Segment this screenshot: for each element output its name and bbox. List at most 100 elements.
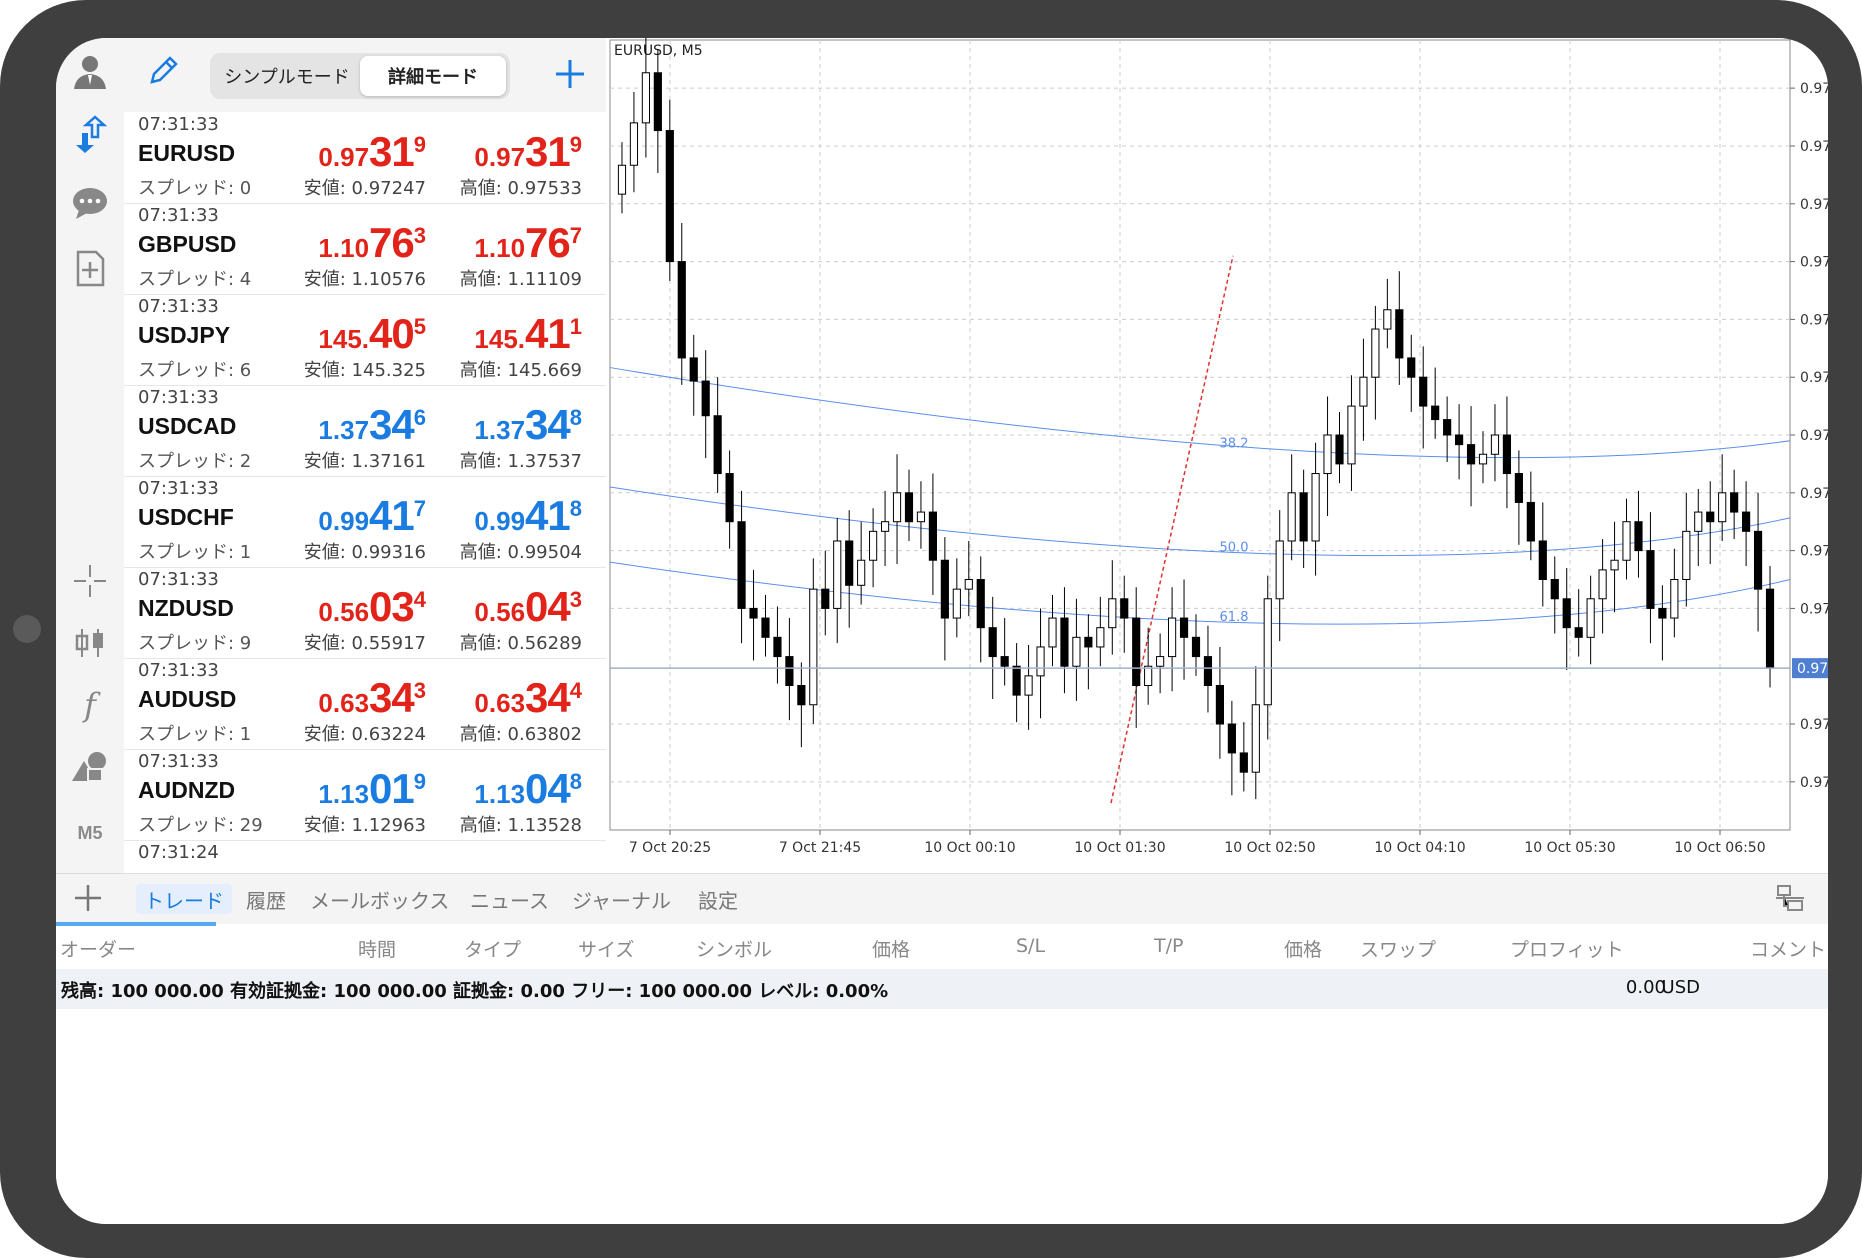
tab-journal[interactable]: ジャーナル [572, 888, 671, 913]
quote-symbol: GBPUSD [138, 231, 237, 257]
bid-price[interactable]: 145.405 [286, 310, 426, 358]
chat-icon[interactable] [65, 178, 115, 228]
ask-price[interactable]: 1.13048 [442, 765, 582, 813]
candlestick-chart[interactable]: 0.97620 0.97590 0.97560 0.97530 0.97500 0.974… [606, 38, 1828, 873]
chart-plot-area [609, 39, 1791, 831]
ask-price[interactable]: 1.37348 [442, 401, 582, 449]
bid-price[interactable]: 0.63343 [286, 674, 426, 722]
col-tp[interactable]: T/P [1154, 935, 1184, 957]
col-price-current[interactable]: 価格 [1284, 939, 1323, 961]
detailed-mode-button[interactable]: 詳細モード [360, 56, 506, 96]
add-order-icon[interactable] [72, 882, 104, 918]
candle-body [1179, 617, 1189, 638]
add-symbol-icon[interactable] [552, 56, 588, 96]
bid-price[interactable]: 1.13019 [286, 765, 426, 813]
quote-low: 安値: 1.12963 [303, 815, 426, 836]
col-sl[interactable]: S/L [1016, 935, 1046, 957]
bid-big: 03 [369, 583, 415, 630]
candle-body [1323, 434, 1332, 475]
candle-body [1622, 521, 1631, 561]
candle-body [1215, 684, 1225, 725]
new-document-icon[interactable] [65, 243, 115, 293]
col-symbol[interactable]: シンボル [696, 939, 773, 961]
ask-price[interactable]: 0.63344 [442, 674, 582, 722]
quote-row[interactable]: 07:31:33 AUDUSD スプレッド: 1 0.63343 0.63344 安値: … [124, 658, 606, 750]
quote-spread: スプレッド: 2 [138, 451, 252, 472]
bid-price[interactable]: 1.37346 [286, 401, 426, 449]
ask-big: 41 [525, 310, 571, 357]
quote-row[interactable]: 07:31:33 NZDUSD スプレッド: 9 0.56034 0.56043 安値: … [124, 567, 606, 659]
bid-price[interactable]: 1.10763 [286, 219, 426, 267]
bid-big: 76 [369, 219, 415, 266]
trade-arrows-icon[interactable] [65, 110, 115, 160]
trend-line [1110, 255, 1234, 804]
col-price[interactable]: 価格 [872, 939, 911, 961]
quote-symbol: USDCAD [138, 413, 237, 439]
tab-news[interactable]: ニュース [470, 888, 549, 913]
ask-price[interactable]: 0.99418 [442, 492, 582, 540]
quotes-panel: シンプルモード 詳細モード 07:31:33 EURUSD スプレッド: 0 0.97… [124, 38, 607, 873]
candle-body [749, 607, 758, 619]
y-tick-label: 0.97380 [1800, 544, 1828, 560]
candle-body [833, 540, 842, 609]
candle-body [1526, 501, 1535, 542]
chart-area[interactable]: 0.97620 0.97590 0.97560 0.97530 0.97500 0.974… [606, 38, 1828, 873]
candle-body [1251, 704, 1260, 773]
col-size[interactable]: サイズ [578, 939, 635, 961]
account-icon[interactable] [65, 46, 115, 96]
quote-row[interactable]: 07:31:33 USDJPY スプレッド: 6 145.405 145.411 安値: … [124, 294, 606, 386]
quote-row[interactable]: 07:31:33 EURUSD スプレッド: 0 0.97319 0.97319 安値: … [124, 112, 606, 204]
candle-body [1502, 434, 1512, 475]
tab-settings[interactable]: 設定 [698, 888, 738, 913]
bid-price[interactable]: 0.56034 [286, 583, 426, 631]
tab-history[interactable]: 履歴 [246, 888, 286, 913]
candle-body [1060, 617, 1069, 667]
candle-body [725, 473, 734, 523]
candle-body [1466, 444, 1476, 465]
ask-price[interactable]: 0.56043 [442, 583, 582, 631]
ask-price[interactable]: 1.10767 [442, 219, 582, 267]
ask-price[interactable]: 0.97319 [442, 128, 582, 176]
candle-body [1634, 521, 1643, 552]
simple-mode-button[interactable]: シンプルモード [224, 67, 350, 88]
candle-body [1383, 309, 1392, 330]
col-swap[interactable]: スワップ [1360, 939, 1437, 961]
quote-time: 07:31:33 [138, 296, 219, 317]
candle-body [1514, 473, 1523, 503]
quote-row[interactable]: 07:31:33 USDCHF スプレッド: 1 0.99417 0.99418 安値: … [124, 476, 606, 568]
ask-price[interactable]: 145.411 [442, 310, 582, 358]
candle-body [809, 588, 818, 706]
quote-row[interactable]: 07:31:33 GBPUSD スプレッド: 4 1.10763 1.10767 安値: … [124, 203, 606, 295]
col-profit[interactable]: プロフィット [1510, 939, 1624, 961]
layout-toggle-icon[interactable] [1774, 882, 1806, 918]
col-time[interactable]: 時間 [358, 939, 397, 961]
candle-body [1191, 636, 1201, 658]
bid-prefix: 145. [318, 324, 370, 354]
indicators-icon[interactable]: f [84, 686, 96, 724]
timeframe-button[interactable]: M5 [77, 822, 103, 843]
x-tick-label: 10 Oct 06:50 [1674, 840, 1765, 856]
candle-body [1239, 752, 1248, 773]
quote-high: 高値: 0.56289 [459, 633, 582, 654]
bid-price[interactable]: 0.99417 [286, 492, 426, 540]
col-type[interactable]: タイプ [464, 939, 522, 961]
tab-mailbox[interactable]: メールボックス [310, 888, 450, 913]
col-order[interactable]: オーダー [60, 939, 137, 961]
chart-type-icon[interactable] [65, 618, 115, 668]
edit-pencil-icon[interactable] [146, 54, 180, 92]
tab-trade[interactable]: トレード [136, 884, 232, 914]
bid-prefix: 0.97 [318, 142, 370, 172]
quote-row[interactable]: 07:31:33 USDCAD スプレッド: 2 1.37346 1.37348 安値: … [124, 385, 606, 477]
quote-row[interactable]: 07:31:24 [124, 840, 606, 873]
objects-icon[interactable] [65, 742, 115, 792]
candle-body [1227, 723, 1236, 754]
ask-prefix: 1.10 [474, 233, 526, 263]
bid-price[interactable]: 0.97319 [286, 128, 426, 176]
quote-row[interactable]: 07:31:33 AUDNZD スプレッド: 29 1.13019 1.13048 安値:… [124, 749, 606, 841]
candle-body [1706, 511, 1715, 523]
candle-body [1072, 636, 1081, 667]
candle-body [665, 130, 674, 263]
crosshair-icon[interactable] [65, 556, 115, 606]
col-comment[interactable]: コメント [1750, 939, 1827, 961]
